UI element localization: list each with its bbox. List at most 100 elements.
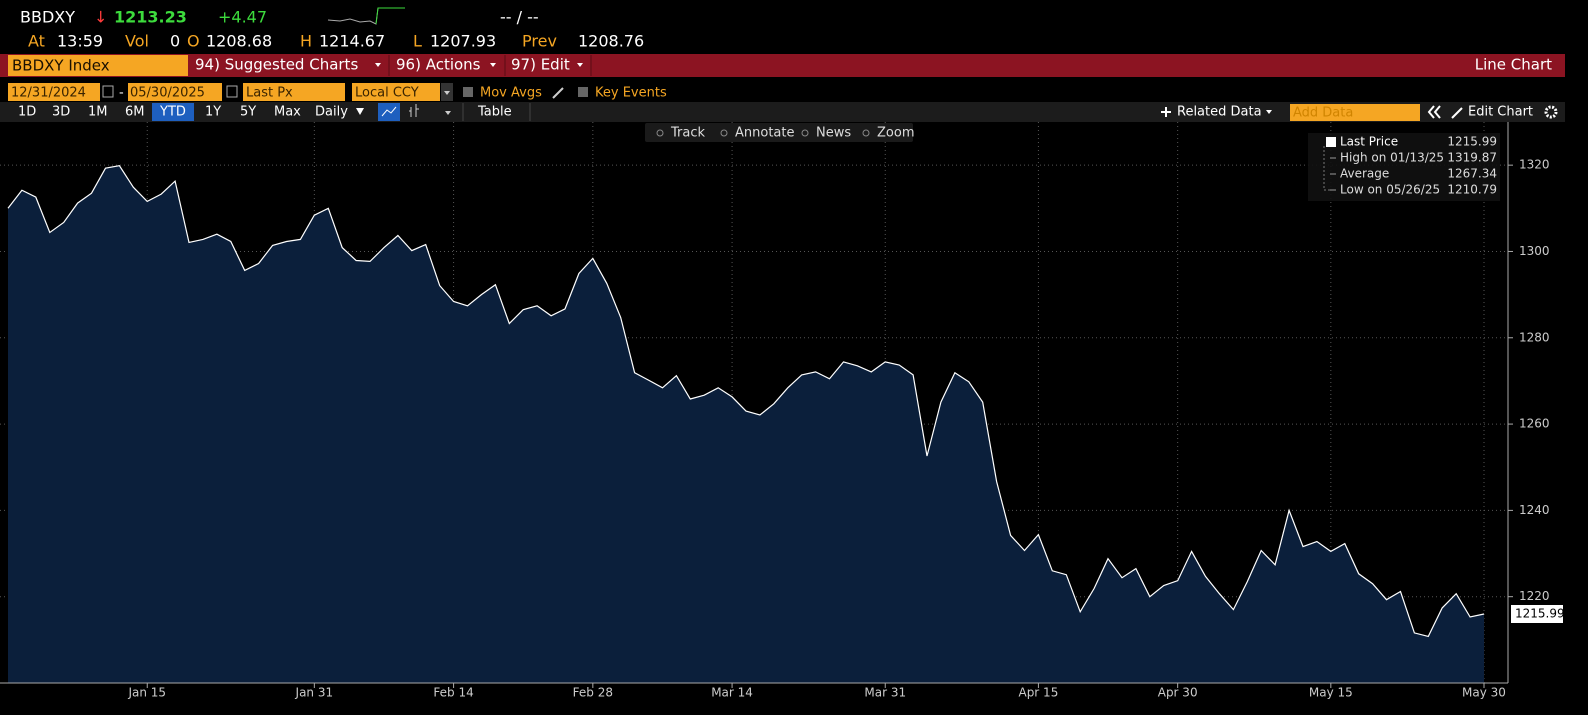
ticker: BBDXY [20, 8, 75, 27]
period-button[interactable]: 1D [18, 105, 36, 120]
menu-item[interactable]: 97) Edit [511, 56, 570, 74]
bar-icon[interactable] [409, 104, 419, 117]
tool-icon [720, 129, 728, 137]
bid-ask: -- / -- [500, 8, 539, 27]
security[interactable]: BBDXY Index [12, 57, 110, 75]
period-button[interactable]: 1Y [205, 105, 221, 120]
field-box[interactable] [243, 83, 345, 101]
tool-button[interactable]: News [816, 126, 851, 141]
period-button[interactable]: 6M [125, 105, 145, 120]
tool-button[interactable]: Track [670, 126, 705, 141]
plus-icon [1161, 107, 1171, 117]
line-icon [381, 106, 397, 117]
prev: 1208.76 [578, 32, 644, 51]
menu-bar [0, 54, 1565, 77]
x-tick-label: Mar 14 [711, 686, 753, 700]
pencil-icon [1451, 107, 1463, 119]
dropdown-icon [490, 63, 496, 67]
tool-icon [862, 129, 870, 137]
calendar-icon[interactable] [102, 85, 114, 98]
edit-chart[interactable]: Edit Chart [1468, 105, 1533, 120]
legend-tree [1323, 146, 1330, 191]
period-button[interactable]: 3D [52, 105, 70, 120]
date-dash: - [119, 86, 124, 101]
period-button[interactable]: YTD [159, 105, 186, 120]
tool-icon [656, 129, 664, 137]
legend-value: 1210.79 [1447, 183, 1497, 197]
add-data-box[interactable] [1290, 104, 1420, 121]
tools: Track Annotate News Zoom [656, 126, 914, 141]
menu-item[interactable]: 96) Actions [396, 56, 481, 74]
x-tick-label: Feb 28 [573, 686, 613, 700]
legend-label: High on 01/13/25 [1340, 151, 1444, 165]
at-label: At [28, 32, 45, 51]
x-tick-label: May 15 [1309, 686, 1353, 700]
y-tick-label: 1220 [1519, 589, 1550, 603]
y-tick-label: 1300 [1519, 244, 1550, 258]
x-tick-label: Apr 15 [1018, 686, 1058, 700]
legend-label: Average [1340, 167, 1389, 181]
change: +4.47 [218, 8, 267, 27]
vol-label: Vol [125, 32, 149, 51]
currency[interactable]: Local CCY [355, 86, 419, 101]
high-label: H [300, 32, 312, 51]
security-box[interactable] [8, 55, 188, 76]
menu-item[interactable]: 94) Suggested Charts [195, 56, 358, 74]
sparkline-today [375, 7, 405, 25]
start-date-box[interactable] [8, 83, 100, 101]
at-time: 13:59 [57, 32, 103, 51]
view-name: Line Chart [1475, 56, 1552, 74]
active-period[interactable] [152, 103, 194, 121]
legend-swatch [1326, 137, 1336, 147]
calendar-icon[interactable] [226, 85, 238, 98]
currency-box[interactable] [352, 83, 440, 101]
dropdown-icon [444, 91, 450, 95]
period-button[interactable]: Max [274, 105, 301, 120]
y-tick-label: 1240 [1519, 503, 1550, 517]
x-tick-label: Apr 30 [1158, 686, 1198, 700]
checkbox[interactable] [578, 87, 588, 97]
last-price-label: 1215.99 [1515, 606, 1565, 620]
key-events[interactable]: Key Events [595, 86, 667, 101]
field[interactable]: Last Px [246, 86, 293, 101]
tool-button[interactable]: Annotate [735, 126, 794, 141]
y-tick-label: 1280 [1519, 330, 1550, 344]
y-tick-label: 1320 [1519, 158, 1550, 172]
legend-value: 1319.87 [1447, 151, 1497, 165]
tool-button[interactable]: Zoom [877, 126, 914, 141]
x-tick-label: Mar 31 [864, 686, 906, 700]
high: 1214.67 [319, 32, 385, 51]
add-data[interactable]: Add Data [1293, 106, 1353, 121]
y-tick-label: 1260 [1519, 417, 1550, 431]
x-tick-label: May 30 [1462, 686, 1506, 700]
start-date[interactable]: 12/31/2024 [11, 86, 86, 101]
legend-label: Last Price [1340, 135, 1398, 149]
low-label: L [413, 32, 422, 51]
period-button[interactable]: 5Y [240, 105, 256, 120]
vol: 0 [170, 32, 180, 51]
prev-label: Prev [522, 32, 557, 51]
legend-value: 1215.99 [1447, 135, 1497, 149]
dropdown-icon [375, 63, 381, 67]
table-button[interactable]: Table [477, 105, 512, 120]
period-buttons: 1D 3D 1M 6M YTD 1Y 5Y Max [18, 103, 301, 121]
frequency[interactable]: Daily [315, 105, 348, 120]
dropdown-icon [356, 108, 364, 115]
dropdown-icon [1266, 110, 1272, 114]
open: 1208.68 [206, 32, 272, 51]
checkbox[interactable] [463, 87, 473, 97]
related-data[interactable]: Related Data [1177, 105, 1262, 120]
end-date-box[interactable] [128, 83, 222, 101]
mov-avgs[interactable]: Mov Avgs [480, 86, 542, 101]
tool-icon [801, 129, 809, 137]
price-line [7, 165, 1485, 638]
pencil-icon [552, 87, 564, 99]
last-price-tag [1511, 604, 1563, 623]
low: 1207.93 [430, 32, 496, 51]
legend-box [1308, 133, 1500, 201]
settings-icon[interactable] [1544, 105, 1558, 119]
end-date[interactable]: 05/30/2025 [130, 86, 205, 101]
period-button[interactable]: 1M [88, 105, 108, 120]
collapse-icon[interactable] [1427, 105, 1441, 119]
